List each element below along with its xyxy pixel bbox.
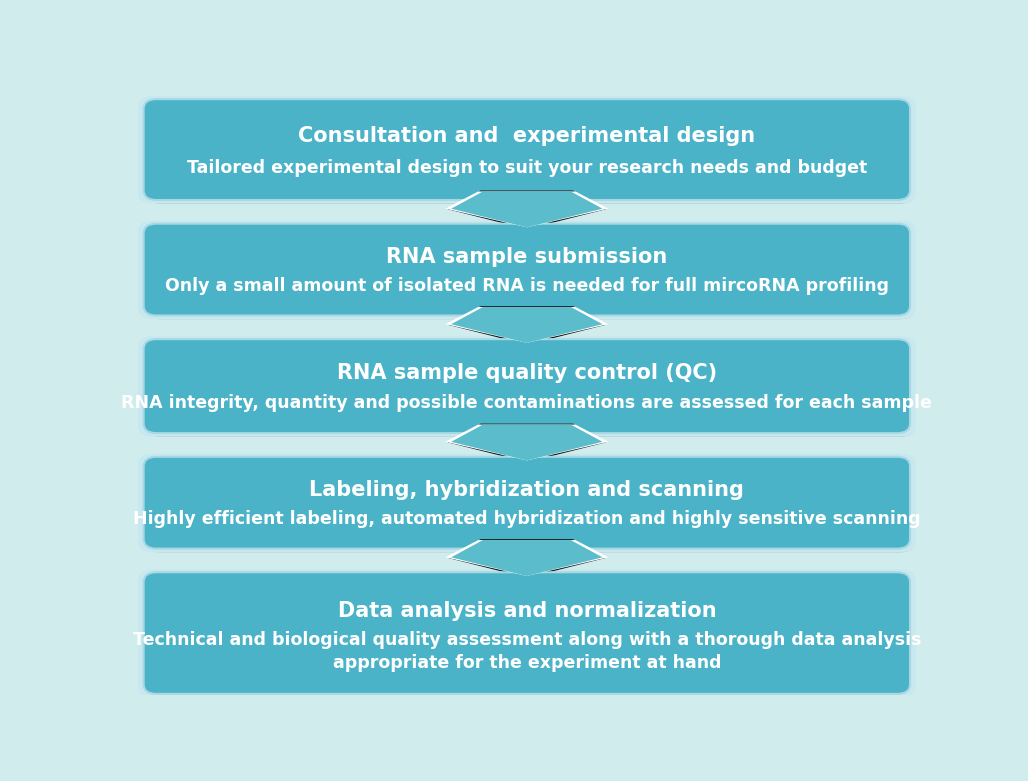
FancyBboxPatch shape [144,99,910,200]
Polygon shape [445,307,609,343]
Polygon shape [447,191,607,229]
FancyBboxPatch shape [145,341,915,437]
FancyBboxPatch shape [145,100,915,204]
Polygon shape [445,425,609,461]
Text: Technical and biological quality assessment along with a thorough data analysis
: Technical and biological quality assessm… [133,631,921,672]
Polygon shape [445,540,609,576]
Polygon shape [445,191,609,227]
FancyBboxPatch shape [138,454,916,552]
Text: Tailored experimental design to suit your research needs and budget: Tailored experimental design to suit you… [187,159,867,177]
FancyBboxPatch shape [138,221,916,319]
Text: Highly efficient labeling, automated hybridization and highly sensitive scanning: Highly efficient labeling, automated hyb… [133,511,921,529]
FancyBboxPatch shape [144,339,910,433]
FancyBboxPatch shape [144,457,910,548]
Polygon shape [451,191,602,227]
FancyBboxPatch shape [138,569,916,697]
Polygon shape [447,306,607,344]
FancyBboxPatch shape [144,572,910,694]
Polygon shape [451,425,602,461]
Text: RNA sample submission: RNA sample submission [387,248,667,267]
Polygon shape [447,539,607,578]
FancyBboxPatch shape [138,96,916,204]
Text: Data analysis and normalization: Data analysis and normalization [337,601,717,621]
Text: RNA integrity, quantity and possible contaminations are assessed for each sample: RNA integrity, quantity and possible con… [121,394,932,412]
FancyBboxPatch shape [145,225,915,319]
Text: Only a small amount of isolated RNA is needed for full mircoRNA profiling: Only a small amount of isolated RNA is n… [164,277,889,295]
Text: Labeling, hybridization and scanning: Labeling, hybridization and scanning [309,480,744,501]
FancyBboxPatch shape [138,336,916,437]
Polygon shape [447,423,607,462]
Polygon shape [451,307,602,343]
FancyBboxPatch shape [145,573,915,697]
Polygon shape [451,540,602,576]
Text: Consultation and  experimental design: Consultation and experimental design [298,126,756,146]
FancyBboxPatch shape [145,458,915,552]
FancyBboxPatch shape [144,223,910,316]
Text: RNA sample quality control (QC): RNA sample quality control (QC) [337,363,717,383]
